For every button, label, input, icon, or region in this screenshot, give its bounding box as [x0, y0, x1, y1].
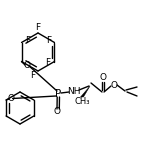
Text: O: O [23, 61, 30, 70]
Polygon shape [81, 86, 90, 97]
Text: F: F [45, 58, 50, 67]
Text: O: O [7, 94, 14, 103]
Text: O: O [100, 74, 107, 83]
Text: O: O [111, 81, 117, 90]
Text: F: F [35, 24, 41, 33]
Text: NH: NH [67, 86, 81, 95]
Text: CH₃: CH₃ [74, 97, 90, 107]
Text: F: F [30, 71, 36, 81]
Text: F: F [25, 36, 30, 45]
Text: P: P [55, 89, 61, 99]
Text: O: O [54, 107, 60, 116]
Text: F: F [46, 36, 51, 45]
